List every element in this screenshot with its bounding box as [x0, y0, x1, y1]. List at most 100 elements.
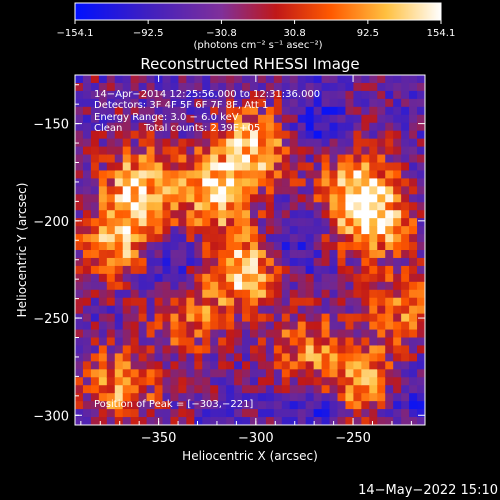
- heatmap-cell: [122, 345, 132, 354]
- heatmap-cell: [130, 265, 140, 275]
- heatmap-cell: [250, 281, 259, 291]
- heatmap-cell: [170, 377, 179, 386]
- heatmap-cell: [250, 186, 259, 195]
- heatmap-cell: [218, 178, 227, 187]
- heatmap-cell: [401, 90, 410, 100]
- colorbar-tick-label: 30.8: [283, 28, 305, 39]
- heatmap-cell: [281, 186, 291, 195]
- heatmap-cell: [305, 234, 315, 243]
- heatmap-cell: [281, 401, 291, 410]
- heatmap-cell: [361, 138, 370, 148]
- heatmap-cell: [138, 250, 148, 259]
- heatmap-cell: [82, 98, 92, 108]
- heatmap-cell: [170, 242, 179, 251]
- heatmap-cell: [321, 194, 331, 203]
- heatmap-cell: [242, 289, 251, 299]
- heatmap-cell: [273, 305, 283, 315]
- heatmap-cell: [122, 75, 132, 84]
- heatmap-cell: [265, 257, 275, 267]
- heatmap-cell: [106, 409, 116, 418]
- heatmap-cell: [345, 321, 354, 331]
- heatmap-cell: [75, 361, 84, 370]
- heatmap-cell: [218, 313, 227, 323]
- heatmap-cell: [114, 369, 124, 378]
- heatmap-cell: [361, 242, 370, 251]
- heatmap-cell: [226, 138, 235, 148]
- heatmap-cell: [75, 75, 84, 84]
- heatmap-cell: [345, 122, 354, 132]
- heatmap-cell: [186, 289, 195, 299]
- heatmap-cell: [361, 353, 370, 362]
- heatmap-cell: [377, 297, 386, 307]
- y-axis-label: Heliocentric Y (arcsec): [15, 183, 29, 318]
- heatmap-cell: [361, 114, 370, 124]
- heatmap-cell: [313, 393, 323, 402]
- heatmap-cell: [305, 218, 315, 227]
- heatmap-cell: [202, 242, 211, 251]
- heatmap-cell: [90, 361, 100, 370]
- heatmap-cell: [122, 250, 132, 259]
- heatmap-cell: [234, 218, 243, 227]
- heatmap-cell: [393, 393, 402, 402]
- heatmap-cell: [210, 313, 219, 323]
- heatmap-cell: [82, 345, 92, 354]
- heatmap-cell: [409, 90, 418, 100]
- heatmap-cell: [401, 146, 410, 156]
- heatmap-cell: [321, 273, 331, 283]
- heatmap-cell: [146, 242, 156, 251]
- heatmap-cell: [377, 82, 386, 92]
- heatmap-cell: [98, 210, 108, 219]
- heatmap-cell: [114, 377, 124, 386]
- heatmap-cell: [178, 377, 187, 386]
- heatmap-cell: [345, 385, 354, 394]
- heatmap-cell: [305, 401, 315, 410]
- heatmap-cell: [417, 265, 425, 275]
- heatmap-cell: [297, 385, 307, 394]
- heatmap-cell: [377, 393, 386, 402]
- heatmap-cell: [90, 130, 100, 140]
- heatmap-cell: [377, 321, 386, 331]
- heatmap-cell: [329, 257, 339, 267]
- heatmap-cell: [146, 226, 156, 235]
- heatmap-cell: [321, 122, 331, 132]
- heatmap-cell: [242, 90, 251, 100]
- heatmap-cell: [273, 106, 283, 116]
- heatmap-cell: [178, 98, 187, 108]
- heatmap-cell: [377, 154, 386, 164]
- heatmap-cell: [369, 329, 378, 339]
- heatmap-cell: [106, 345, 116, 354]
- heatmap-cell: [138, 337, 148, 347]
- heatmap-cell: [353, 377, 362, 386]
- heatmap-cell: [281, 273, 291, 283]
- heatmap-cell: [265, 281, 275, 291]
- heatmap-cell: [226, 114, 235, 124]
- heatmap-cell: [409, 146, 418, 156]
- heatmap-cell: [154, 122, 164, 132]
- heatmap-cell: [297, 273, 307, 283]
- heatmap-cell: [281, 265, 291, 275]
- heatmap-cell: [218, 345, 227, 354]
- heatmap-cell: [409, 345, 418, 354]
- heatmap-cell: [265, 186, 275, 195]
- heatmap-cell: [393, 265, 402, 275]
- heatmap-cell: [90, 90, 100, 100]
- heatmap-cell: [281, 218, 291, 227]
- heatmap-cell: [329, 154, 339, 164]
- heatmap-cell: [202, 353, 211, 362]
- heatmap-cell: [409, 154, 418, 164]
- heatmap-cell: [297, 210, 307, 219]
- heatmap-cell: [146, 234, 156, 243]
- heatmap-cell: [257, 393, 267, 402]
- heatmap-cell: [313, 178, 323, 187]
- heatmap-cell: [90, 170, 100, 179]
- heatmap-cell: [154, 369, 164, 378]
- heatmap-cell: [273, 138, 283, 148]
- heatmap-cell: [122, 106, 132, 116]
- heatmap-cell: [106, 337, 116, 347]
- heatmap-cell: [401, 130, 410, 140]
- heatmap-cell: [305, 409, 315, 418]
- heatmap-cell: [210, 393, 219, 402]
- heatmap-cell: [122, 114, 132, 124]
- heatmap-cell: [186, 385, 195, 394]
- heatmap-cell: [98, 138, 108, 148]
